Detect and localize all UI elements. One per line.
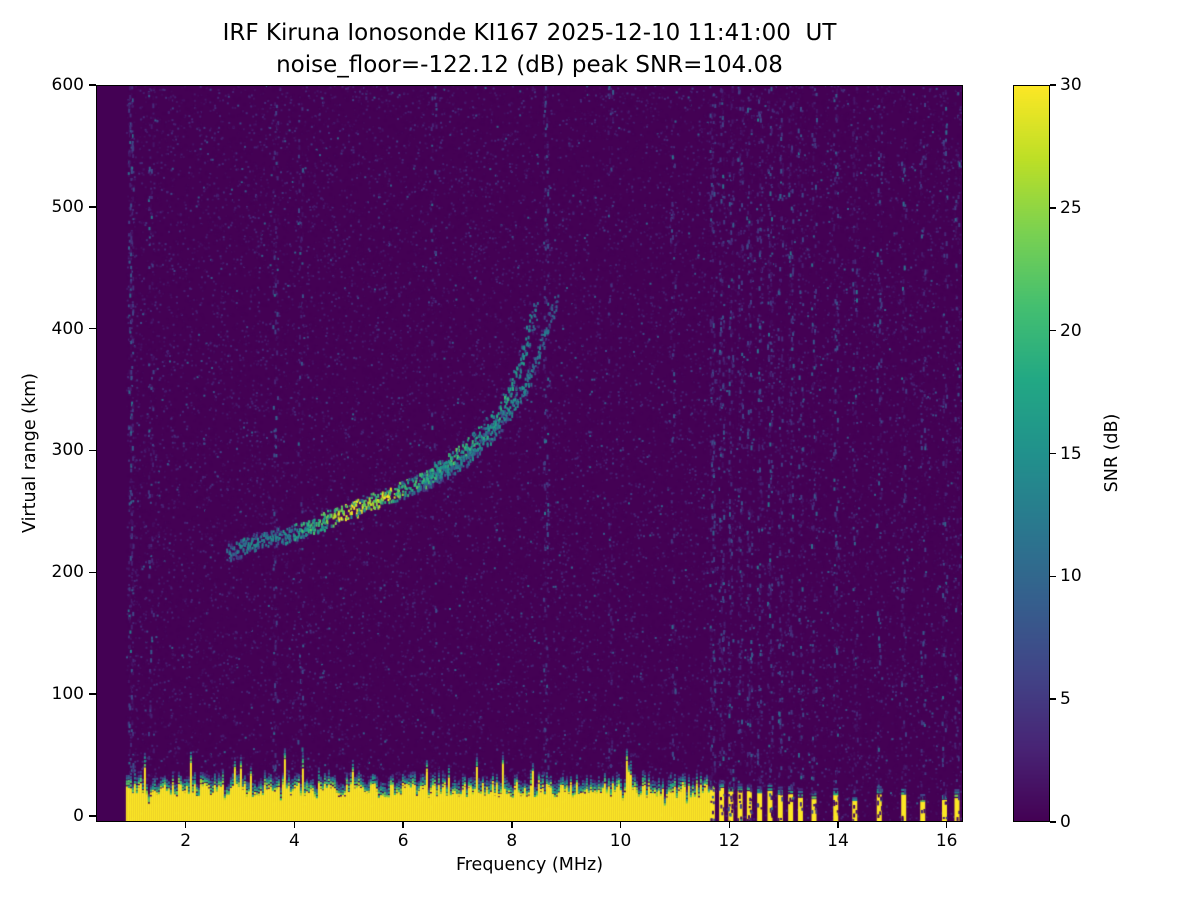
x-tick-mark <box>184 822 187 828</box>
x-tick-mark <box>619 822 622 828</box>
x-axis-label: Frequency (MHz) <box>455 855 604 875</box>
colorbar-tick-label: 10 <box>1060 566 1082 587</box>
x-tick-label: 6 <box>397 831 409 851</box>
x-tick-mark <box>945 822 948 828</box>
colorbar-tick-mark <box>1050 575 1056 578</box>
x-tick-mark <box>511 822 513 828</box>
x-tick-label: 10 <box>609 831 632 851</box>
ionogram-heatmap-canvas <box>96 85 963 822</box>
x-tick-label: 14 <box>827 831 849 851</box>
chart-title: IRF Kiruna Ionosonde KI167 2025-12-10 11… <box>222 20 837 46</box>
x-tick-label: 8 <box>506 831 518 851</box>
y-tick-mark <box>89 815 96 817</box>
x-tick-mark <box>728 822 730 828</box>
y-tick-mark <box>89 84 96 86</box>
x-tick-mark <box>837 822 839 828</box>
x-tick-label: 4 <box>288 831 300 851</box>
colorbar-tick-mark <box>1050 207 1056 209</box>
colorbar-tick-label: 30 <box>1060 75 1082 95</box>
y-tick-label: 400 <box>51 318 84 339</box>
y-tick-mark <box>89 206 96 208</box>
y-tick-mark <box>89 571 96 573</box>
colorbar-tick-label: 25 <box>1060 197 1082 218</box>
y-axis-label: Virtual range (km) <box>20 372 40 534</box>
colorbar-tick-mark <box>1050 821 1056 823</box>
colorbar-tick-mark <box>1050 84 1056 86</box>
x-tick-mark <box>402 822 404 828</box>
x-tick-label: 16 <box>935 831 958 851</box>
y-tick-label: 100 <box>51 684 84 705</box>
x-tick-label: 2 <box>180 831 192 851</box>
y-tick-mark <box>89 693 96 695</box>
y-tick-label: 300 <box>51 440 84 461</box>
colorbar-tick-label: 20 <box>1060 320 1082 341</box>
colorbar-tick-label: 5 <box>1060 689 1071 710</box>
y-tick-label: 0 <box>73 805 84 826</box>
colorbar-tick-mark <box>1050 452 1056 455</box>
chart-subtitle: noise_floor=-122.12 (dB) peak SNR=104.08 <box>276 52 783 78</box>
y-tick-label: 600 <box>51 75 84 95</box>
colorbar-tick-label: 15 <box>1060 443 1082 464</box>
y-tick-mark <box>89 449 96 452</box>
colorbar-tick-mark <box>1050 698 1056 700</box>
x-tick-label: 12 <box>718 831 741 851</box>
colorbar-tick-mark <box>1050 329 1056 332</box>
colorbar <box>1013 85 1050 822</box>
colorbar-label: SNR (dB) <box>1102 413 1122 493</box>
colorbar-tick-label: 0 <box>1060 812 1071 832</box>
y-tick-label: 200 <box>51 562 84 583</box>
y-tick-label: 500 <box>51 196 84 217</box>
x-tick-mark <box>293 822 296 828</box>
y-tick-mark <box>89 327 96 330</box>
